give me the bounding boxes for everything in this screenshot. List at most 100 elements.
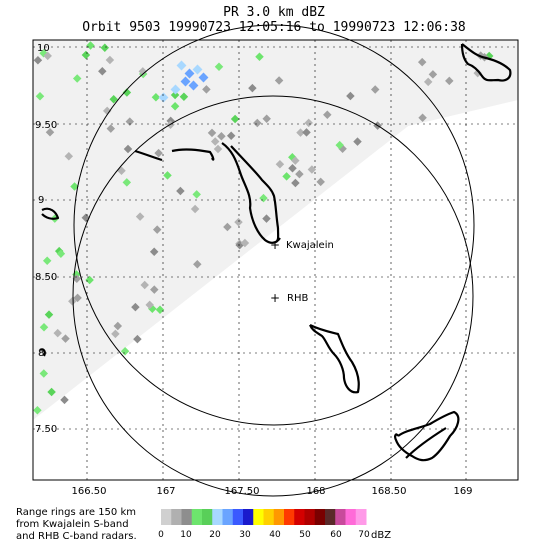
- colorbar-swatch: [212, 509, 223, 525]
- lat-tick-label: 9.50: [35, 120, 57, 131]
- pr-swath: [33, 40, 518, 420]
- reflectivity-pixel: [33, 405, 42, 415]
- lon-tick-label: 168: [306, 486, 325, 497]
- colorbar-swatch: [202, 509, 213, 525]
- reflectivity-pixel: [302, 128, 311, 137]
- reflectivity-pixel: [68, 296, 77, 306]
- reflectivity-pixel: [210, 137, 220, 146]
- dbz-colorbar: [161, 509, 367, 525]
- namu-atoll-outline: [308, 324, 360, 394]
- reflectivity-pixel: [184, 68, 195, 79]
- reflectivity-pixel: [202, 85, 211, 94]
- reflectivity-pixel: [295, 169, 304, 179]
- reflectivity-pixel: [149, 247, 159, 257]
- reflectivity-pixel: [170, 102, 180, 111]
- reflectivity-pixel: [274, 76, 284, 85]
- reflectivity-pixel: [316, 177, 325, 187]
- reflectivity-pixel: [56, 249, 66, 258]
- reflectivity-pixel: [323, 110, 332, 119]
- footnote-line: from Kwajalein S-band: [16, 519, 129, 530]
- colorbar-swatch: [335, 509, 346, 525]
- reflectivity-pixel: [102, 106, 112, 116]
- reflectivity-pixel: [296, 128, 305, 137]
- reflectivity-pixel: [170, 84, 181, 95]
- lat-tick-label: 8.50: [35, 272, 57, 283]
- colorbar-swatch: [171, 509, 182, 525]
- rhb-range-ring: [72, 95, 474, 497]
- reflectivity-pixel: [192, 64, 203, 75]
- reflectivity-pixel: [135, 212, 145, 221]
- reflectivity-pixel: [176, 186, 185, 196]
- ailinglaplap-atoll-outline: [394, 410, 460, 462]
- reflectivity-pixel: [418, 113, 427, 122]
- colorbar-swatch: [273, 509, 285, 525]
- latitude-tick-labels: 10 9.50 9 8.50 8 7.50: [35, 43, 57, 435]
- reflectivity-pixel: [39, 323, 49, 332]
- reflectivity-pixel: [152, 225, 162, 234]
- colorbar-swatch: [181, 509, 193, 525]
- reflectivity-pixel: [151, 93, 161, 102]
- reflectivity-pixel: [262, 214, 271, 223]
- reflectivity-pixel: [180, 76, 191, 87]
- longitude-tick-labels: 166.50 167 167.50 168 168.50 169: [72, 486, 473, 497]
- reflectivity-pixel: [60, 395, 69, 405]
- reflectivity-pixel: [288, 164, 297, 173]
- reflectivity-pixel: [145, 300, 154, 310]
- reflectivity-pixel: [255, 52, 264, 62]
- reflectivity-pixel: [192, 190, 201, 199]
- reflectivity-pixel: [47, 387, 56, 397]
- reflectivity-pixel: [73, 293, 82, 303]
- colorbar-tick-labels: 0 10 20 30 40 50 60 70: [158, 530, 370, 540]
- kwajalein-label: Kwajalein: [286, 240, 334, 251]
- lae-atoll-outline: [41, 207, 60, 220]
- figure-title: PR 3.0 km dBZ: [223, 5, 325, 20]
- colorbar-swatch: [161, 509, 172, 525]
- kwajalein-range-ring: [73, 24, 475, 426]
- reflectivity-pixel: [138, 67, 148, 76]
- range-ring-footnote: Range rings are 150 km from Kwajalein S-…: [16, 507, 137, 543]
- reflectivity-pixel: [72, 274, 82, 284]
- colorbar-tick: 20: [209, 530, 221, 540]
- reflectivity-pixel: [163, 171, 172, 180]
- reflectivity-pixel: [213, 144, 223, 154]
- colorbar-swatch: [263, 509, 275, 525]
- reflectivity-pixel: [61, 334, 70, 343]
- reflectivity-pixel: [81, 50, 91, 60]
- lat-lon-grid: [33, 40, 518, 480]
- colorbar-swatch: [294, 509, 305, 525]
- colorbar-tick: 70: [358, 530, 370, 540]
- reflectivity-pixel: [86, 41, 95, 50]
- reflectivity-pixel: [140, 280, 149, 290]
- map-frame: [32, 39, 519, 481]
- lon-tick-label: 167.50: [225, 486, 260, 497]
- colorbar-swatch: [222, 509, 234, 525]
- reflectivity-pixel: [226, 131, 236, 140]
- reflectivity-pixel: [133, 334, 142, 344]
- reflectivity-pixel: [190, 204, 200, 214]
- reflectivity-pixel: [335, 140, 344, 150]
- reflectivity-pixel: [223, 222, 232, 232]
- colorbar-swatch: [355, 509, 367, 525]
- reflectivity-pixel: [111, 329, 120, 339]
- atoll-coastlines: [39, 43, 512, 462]
- reflectivity-pixel: [53, 328, 62, 338]
- lon-tick-label: 167: [156, 486, 175, 497]
- reflectivity-pixel: [85, 275, 94, 285]
- reflectivity-pixel: [131, 302, 140, 312]
- reflectivity-pixel: [291, 178, 300, 188]
- colorbar-swatch: [345, 509, 357, 525]
- kwajalein-atoll-outline: [134, 142, 281, 244]
- pr-swath-upper: [33, 40, 518, 215]
- reflectivity-pixel: [155, 305, 165, 314]
- colorbar-tick: 0: [158, 530, 164, 540]
- rhb-label: RHB: [287, 293, 308, 304]
- reflectivity-pixel: [217, 132, 226, 141]
- reflectivity-pixel: [39, 369, 49, 378]
- colorbar-tick: 50: [299, 530, 311, 540]
- colorbar-swatch: [325, 509, 336, 525]
- reflectivity-pixel: [370, 85, 380, 94]
- colorbar-swatch: [191, 509, 203, 525]
- reflectivity-pixel: [230, 114, 240, 124]
